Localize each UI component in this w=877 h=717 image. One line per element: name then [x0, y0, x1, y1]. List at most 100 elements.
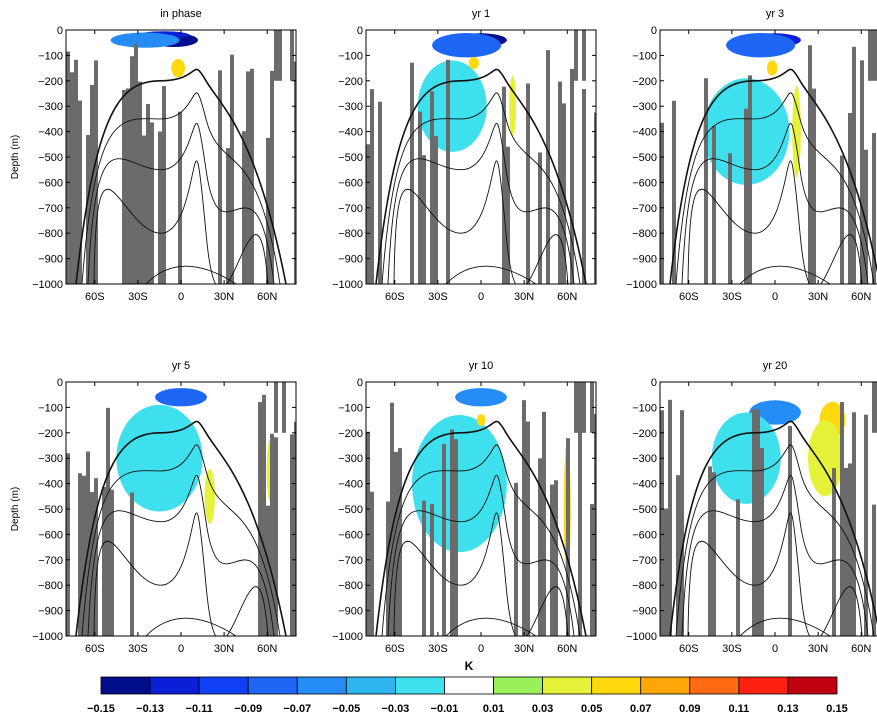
x-tick-label: 60N	[557, 643, 577, 655]
y-tick-label: −300	[338, 101, 363, 113]
land-mask	[294, 61, 296, 284]
x-tick-label: 0	[478, 643, 484, 655]
land-mask	[672, 100, 676, 284]
temperature-contour	[669, 420, 877, 636]
y-tick-label: −400	[38, 127, 63, 139]
y-tick-label: −500	[338, 152, 363, 164]
land-mask	[546, 50, 550, 284]
x-tick-label: 60N	[257, 291, 277, 303]
x-tick-label: 30S	[128, 291, 148, 303]
x-tick-label: 60N	[851, 643, 871, 655]
land-mask	[704, 78, 708, 284]
x-tick-label: 60S	[85, 291, 105, 303]
land-mask	[258, 402, 262, 636]
land-mask	[574, 382, 578, 433]
y-tick-label: −1000	[626, 279, 657, 291]
land-mask	[94, 60, 98, 284]
y-tick-label: −700	[338, 555, 363, 567]
anomaly-patch	[468, 56, 479, 70]
temperature-contour	[87, 123, 275, 284]
anomaly-patch	[110, 32, 180, 48]
colorbar-tick-label: 0.03	[532, 703, 553, 715]
colorbar-tick-label: −0.01	[431, 703, 459, 715]
land-mask	[594, 414, 596, 636]
land-mask	[394, 451, 398, 636]
land-mask	[142, 135, 146, 284]
y-tick-label: −700	[338, 203, 363, 215]
temperature-contour	[375, 68, 587, 284]
x-tick-label: 60N	[257, 643, 277, 655]
anomaly-patch	[726, 33, 796, 58]
colorbar-swatch	[345, 676, 396, 695]
y-tick-label: −400	[338, 479, 363, 491]
y-tick-label: −900	[38, 254, 63, 266]
y-axis-label: Depth (m)	[10, 487, 21, 531]
land-mask	[538, 152, 542, 284]
panel-5: 0 −100 −200 −300 −400 −500 −600 −700 −800 −900 −10…	[332, 360, 597, 655]
land-mask	[860, 60, 864, 284]
colorbar-swatch	[247, 676, 298, 695]
y-tick-label: −400	[338, 127, 363, 139]
temperature-contour	[675, 444, 875, 636]
land-mask	[868, 30, 872, 81]
temperature-contour	[675, 92, 875, 284]
colorbar-swatch	[493, 676, 543, 695]
anomaly-patch	[171, 58, 186, 78]
y-tick-label: −500	[632, 504, 657, 516]
land-mask	[450, 429, 454, 636]
y-tick-label: −1000	[626, 631, 657, 643]
land-mask	[122, 89, 126, 284]
y-tick-label: −100	[632, 402, 657, 414]
y-tick-label: −900	[632, 606, 657, 618]
x-tick-label: 30N	[514, 643, 534, 655]
colorbar-tick-label: 0.11	[728, 703, 749, 715]
y-tick-label: −500	[338, 504, 363, 516]
land-mask	[788, 425, 792, 636]
colorbar-tick-label: 0.07	[630, 703, 651, 715]
land-mask	[668, 399, 672, 636]
y-tick-label: −600	[38, 177, 63, 189]
temperature-contour	[87, 475, 275, 636]
y-tick-label: −800	[632, 228, 657, 240]
land-mask	[852, 46, 856, 284]
anomaly-patch	[808, 420, 843, 497]
land-mask	[138, 81, 142, 284]
land-mask	[266, 505, 270, 636]
land-mask	[590, 504, 594, 636]
temperature-contour	[375, 420, 587, 636]
panel-background	[366, 30, 596, 284]
land-mask	[522, 400, 526, 636]
temperature-contour	[393, 160, 569, 284]
y-tick-label: −100	[338, 402, 363, 414]
colorbar-swatch	[591, 676, 642, 695]
land-mask	[366, 431, 370, 636]
y-tick-label: 0	[357, 377, 363, 389]
y-tick-label: −100	[338, 50, 363, 62]
colorbar-swatch	[296, 676, 347, 695]
land-mask	[226, 148, 230, 284]
land-mask	[378, 101, 382, 284]
land-mask	[594, 112, 596, 284]
land-mask	[578, 401, 582, 636]
land-mask	[446, 59, 450, 284]
land-mask	[102, 486, 106, 636]
y-tick-label: −700	[38, 203, 63, 215]
land-mask	[578, 382, 582, 433]
land-mask	[808, 45, 812, 284]
anomaly-patch	[155, 388, 207, 407]
land-mask	[94, 478, 98, 636]
land-mask	[270, 70, 274, 284]
land-mask	[680, 410, 684, 636]
y-tick-label: −100	[38, 50, 63, 62]
panel-title: yr 10	[469, 360, 493, 372]
land-mask	[430, 91, 434, 284]
land-mask	[262, 394, 266, 636]
y-tick-label: −700	[38, 555, 63, 567]
land-mask	[82, 475, 86, 636]
temperature-contour	[387, 475, 575, 636]
y-tick-label: −800	[338, 580, 363, 592]
x-tick-label: 60S	[385, 291, 405, 303]
land-mask	[712, 125, 716, 284]
temperature-contour	[93, 160, 269, 284]
